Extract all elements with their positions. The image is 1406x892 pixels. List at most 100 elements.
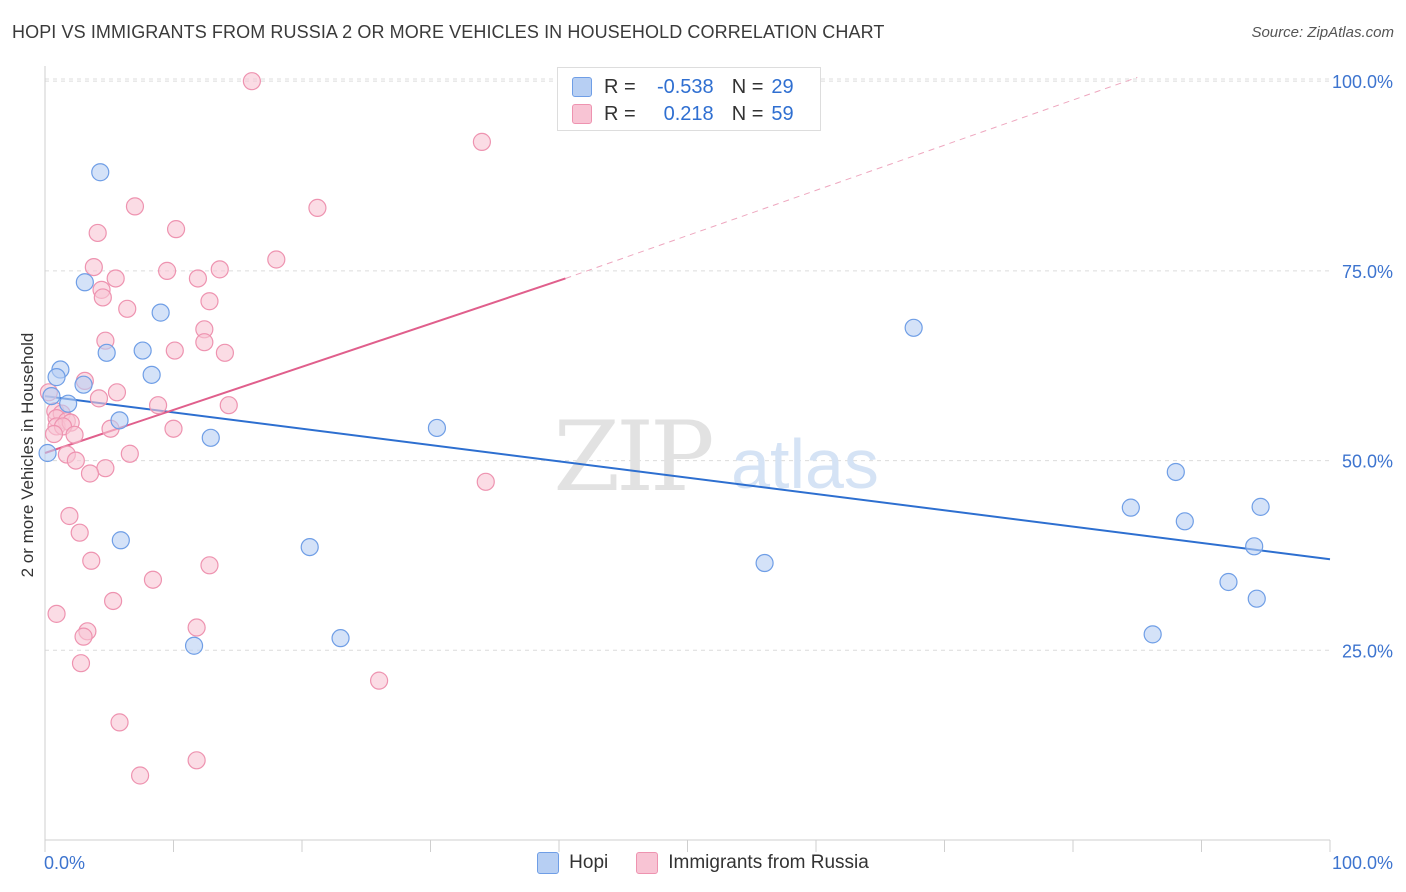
russia-point — [89, 389, 109, 408]
russia-r-value: 0.218 — [663, 102, 714, 125]
russia-legend-label: Immigrants from Russia — [668, 852, 869, 873]
hopi-point — [300, 537, 319, 557]
x-tick-label: 100.0% — [1332, 853, 1393, 873]
correlation-legend: R = -0.538 N = 29 R = 0.218 N = 59 — [557, 67, 821, 131]
russia-point — [148, 396, 168, 415]
hopi-swatch — [572, 77, 592, 97]
hopi-point — [142, 365, 161, 384]
legend-n-label: N = — [731, 75, 764, 98]
russia-point — [242, 72, 261, 91]
russia-legend-swatch — [636, 852, 659, 874]
russia-point — [164, 419, 183, 438]
russia-point — [130, 766, 150, 785]
hopi-point — [1121, 498, 1140, 517]
russia-point — [200, 292, 219, 311]
legend-row-russia: R = 0.218 N = 59 — [572, 101, 794, 127]
russia-point — [82, 551, 101, 570]
russia-point — [110, 713, 129, 732]
russia-point — [47, 604, 66, 623]
russia-point — [71, 654, 91, 673]
russia-point — [219, 396, 238, 415]
russia-point — [66, 451, 85, 470]
russia-point — [80, 464, 100, 483]
hopi-point — [1219, 572, 1238, 592]
russia-point — [120, 444, 139, 463]
russia-swatch — [572, 104, 592, 124]
trend-lines — [44, 76, 1331, 561]
hopi-point — [427, 418, 447, 438]
hopi-point — [1166, 462, 1185, 482]
hopi-point — [75, 273, 94, 292]
russia-point — [188, 269, 208, 288]
chart-title: HOPI VS IMMIGRANTS FROM RUSSIA 2 OR MORE… — [12, 22, 885, 42]
hopi-point — [1247, 589, 1266, 608]
russia-point — [476, 472, 495, 491]
russia-point — [65, 425, 84, 444]
hopi-point — [755, 553, 774, 573]
russia-n-value: 59 — [771, 102, 794, 125]
hopi-point — [1245, 537, 1264, 556]
y-tick-label: 25.0% — [1342, 641, 1393, 661]
russia-point — [118, 299, 137, 318]
hopi-point — [91, 163, 110, 182]
russia-point — [187, 751, 206, 770]
hopi-point — [59, 394, 78, 413]
russia-point — [96, 459, 115, 478]
source-label: Source: ZipAtlas.com — [1251, 24, 1394, 41]
hopi-point — [151, 303, 170, 322]
hopi-point — [331, 629, 350, 648]
hopi-point — [133, 341, 152, 360]
russia-point — [165, 341, 184, 360]
russia-point — [472, 132, 491, 151]
russia-point — [88, 223, 107, 243]
x-tick-label: 0.0% — [44, 853, 85, 873]
russia-point — [104, 591, 123, 611]
legend-row-hopi: R = -0.538 N = 29 — [572, 74, 794, 100]
hopi-point — [74, 375, 93, 394]
tick-labels: 25.0% 50.0% 75.0% 100.0% 0.0% 100.0% — [44, 72, 1393, 873]
russia-point — [308, 198, 327, 217]
legend-item-hopi[interactable]: Hopi — [537, 852, 608, 874]
y-tick-label: 100.0% — [1332, 72, 1393, 92]
hopi-point — [904, 318, 923, 337]
hopi-point — [38, 443, 57, 463]
legend-item-russia[interactable]: Immigrants from Russia — [636, 852, 869, 874]
russia-point — [60, 506, 79, 526]
series-legend: Hopi Immigrants from Russia — [0, 852, 1406, 874]
russia-point — [215, 343, 234, 362]
hopi-point — [111, 531, 130, 550]
watermark-zip: ZIP — [553, 401, 712, 513]
hopi-point — [47, 368, 66, 387]
hopi-legend-label: Hopi — [569, 852, 609, 873]
hopi-point — [1175, 512, 1194, 531]
russia-point — [200, 556, 219, 575]
watermark: ZIP atlas — [553, 401, 879, 513]
russia-point — [125, 197, 145, 216]
russia-point — [157, 261, 177, 280]
hopi-point — [1143, 625, 1162, 644]
hopi-legend-swatch — [537, 852, 560, 874]
russia-point — [370, 671, 389, 690]
watermark-atlas: atlas — [731, 425, 879, 503]
hopi-n-value: 29 — [771, 75, 794, 98]
hopi-point — [184, 636, 204, 655]
russia-point — [166, 220, 186, 239]
y-tick-label: 75.0% — [1342, 262, 1393, 282]
russia-point — [74, 627, 93, 646]
russia-point — [70, 523, 89, 542]
russia-point — [84, 257, 103, 277]
hopi-r-value: -0.538 — [656, 75, 714, 98]
russia-point — [187, 618, 206, 637]
russia-point — [195, 333, 214, 352]
legend-n-label: N = — [731, 102, 764, 125]
legend-r-label: R = — [604, 102, 636, 125]
hopi-point — [110, 411, 129, 430]
gridlines — [45, 78, 1330, 651]
hopi-point — [201, 428, 220, 447]
russia-trend-line — [44, 277, 566, 454]
hopi-point — [42, 386, 61, 406]
russia-point — [44, 424, 64, 444]
y-tick-label: 50.0% — [1342, 452, 1393, 472]
russia-point — [107, 383, 127, 402]
